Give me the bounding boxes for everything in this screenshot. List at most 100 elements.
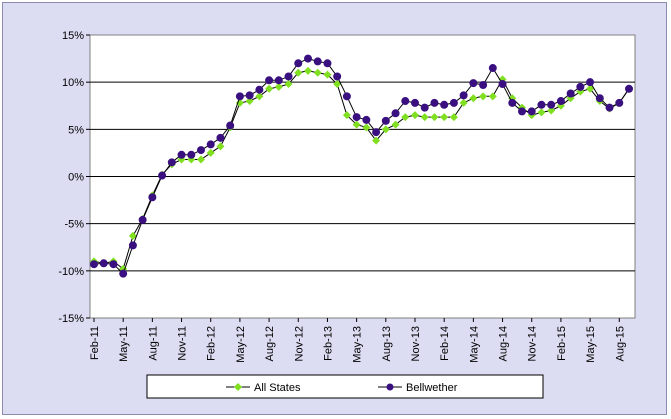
data-point-bellwether xyxy=(566,89,575,98)
x-tick-label: Feb-12 xyxy=(206,326,218,361)
data-point-bellwether xyxy=(197,146,205,155)
data-point-bellwether xyxy=(138,215,147,224)
data-point-all-states xyxy=(274,82,283,91)
data-point-bellwether xyxy=(381,116,390,125)
data-point-bellwether xyxy=(99,259,108,268)
legend-marker-bellwether xyxy=(386,383,394,391)
data-point-bellwether xyxy=(294,59,303,68)
data-point-bellwether xyxy=(362,115,371,124)
data-point-all-states xyxy=(440,113,449,122)
data-point-bellwether xyxy=(284,72,293,81)
data-point-bellwether xyxy=(508,98,517,107)
data-point-bellwether xyxy=(615,98,624,107)
y-tick-label: -10% xyxy=(58,266,84,278)
x-tick-label: Feb-13 xyxy=(322,326,334,361)
data-point-all-states xyxy=(197,155,205,164)
data-point-bellwether xyxy=(372,128,381,137)
data-point-bellwether xyxy=(449,98,458,107)
data-point-all-states xyxy=(391,120,400,129)
x-tick-label: Feb-14 xyxy=(439,326,451,361)
data-point-all-states xyxy=(488,92,497,101)
data-point-bellwether xyxy=(488,64,497,73)
data-point-all-states xyxy=(449,113,458,122)
data-point-bellwether xyxy=(498,80,507,89)
data-point-bellwether xyxy=(352,113,361,122)
data-point-bellwether xyxy=(459,91,468,100)
data-point-bellwether xyxy=(411,98,419,107)
data-point-bellwether xyxy=(323,59,332,68)
data-point-bellwether xyxy=(245,91,254,100)
data-point-all-states xyxy=(323,70,332,79)
data-point-all-states xyxy=(430,113,439,122)
data-point-all-states xyxy=(469,94,478,103)
x-tick-label: Feb-11 xyxy=(89,326,101,360)
data-point-bellwether xyxy=(90,260,98,269)
data-point-bellwether xyxy=(187,150,196,159)
data-point-all-states xyxy=(381,125,390,134)
data-point-all-states xyxy=(128,231,137,240)
data-point-bellwether xyxy=(177,150,186,159)
line-chart: 15% 10% 5% 0% -5% -10% -15% Feb-11 May-11 Aug-11… xyxy=(58,30,636,399)
x-tick-label: Feb-15 xyxy=(556,326,568,361)
x-tick-label: May-13 xyxy=(352,326,364,363)
y-tick-label: 15% xyxy=(62,30,84,42)
data-point-bellwether xyxy=(469,79,478,88)
data-point-all-states xyxy=(304,66,312,75)
data-point-bellwether xyxy=(556,97,565,106)
data-point-bellwether xyxy=(265,76,274,85)
data-point-all-states xyxy=(459,98,468,107)
data-point-bellwether xyxy=(595,94,604,103)
data-point-bellwether xyxy=(605,103,614,112)
data-point-bellwether xyxy=(304,54,312,63)
data-point-bellwether xyxy=(158,171,167,180)
x-tick-label: Aug-12 xyxy=(264,326,276,361)
y-tick-label: 0% xyxy=(68,172,84,184)
data-point-all-states xyxy=(352,120,361,129)
data-point-all-states xyxy=(206,148,215,157)
data-point-all-states xyxy=(411,111,419,120)
data-point-bellwether xyxy=(401,97,410,106)
data-point-bellwether xyxy=(274,76,283,85)
data-point-all-states xyxy=(372,136,381,145)
data-point-bellwether xyxy=(537,100,546,109)
data-point-all-states xyxy=(547,106,556,115)
y-tick-label: 5% xyxy=(68,124,84,136)
x-tick-label: Aug-11 xyxy=(147,326,159,361)
data-point-bellwether xyxy=(235,92,244,101)
data-point-bellwether xyxy=(226,121,235,130)
data-point-all-states xyxy=(401,113,410,122)
data-point-bellwether xyxy=(342,92,351,101)
data-point-all-states xyxy=(313,68,322,77)
legend-label-all-states: All States xyxy=(254,382,301,394)
data-point-bellwether xyxy=(479,80,488,89)
chart-frame: 15% 10% 5% 0% -5% -10% -15% Feb-11 May-11 Aug-11… xyxy=(2,2,667,415)
x-tick-label: Nov-14 xyxy=(527,326,539,361)
data-point-all-states xyxy=(284,80,293,89)
legend-marker-all-states xyxy=(234,383,242,391)
data-point-bellwether xyxy=(167,158,176,167)
data-point-bellwether xyxy=(313,57,322,66)
data-point-bellwether xyxy=(547,100,556,109)
x-tick-label: May-14 xyxy=(468,326,480,363)
x-tick-label: Aug-15 xyxy=(614,326,626,361)
series-bellwether xyxy=(90,54,633,278)
chart-legend: All States Bellwether xyxy=(146,374,544,399)
data-point-bellwether xyxy=(119,269,128,278)
data-point-bellwether xyxy=(206,140,215,149)
legend-box xyxy=(146,374,544,399)
x-tick-label: May-11 xyxy=(118,326,130,362)
data-point-all-states xyxy=(537,108,546,117)
x-tick-label: Aug-14 xyxy=(498,326,510,361)
data-point-bellwether xyxy=(518,107,526,116)
x-tick-label: Nov-11 xyxy=(177,326,189,361)
data-point-bellwether xyxy=(625,84,633,93)
data-point-bellwether xyxy=(430,98,439,107)
y-tick-label: -15% xyxy=(58,313,84,325)
data-point-bellwether xyxy=(333,72,342,81)
data-point-all-states xyxy=(479,92,488,101)
data-point-bellwether xyxy=(255,85,264,94)
data-point-all-states xyxy=(255,92,264,101)
data-point-all-states xyxy=(294,68,303,77)
x-tick-label: May-12 xyxy=(235,326,247,363)
data-point-all-states xyxy=(362,123,371,132)
